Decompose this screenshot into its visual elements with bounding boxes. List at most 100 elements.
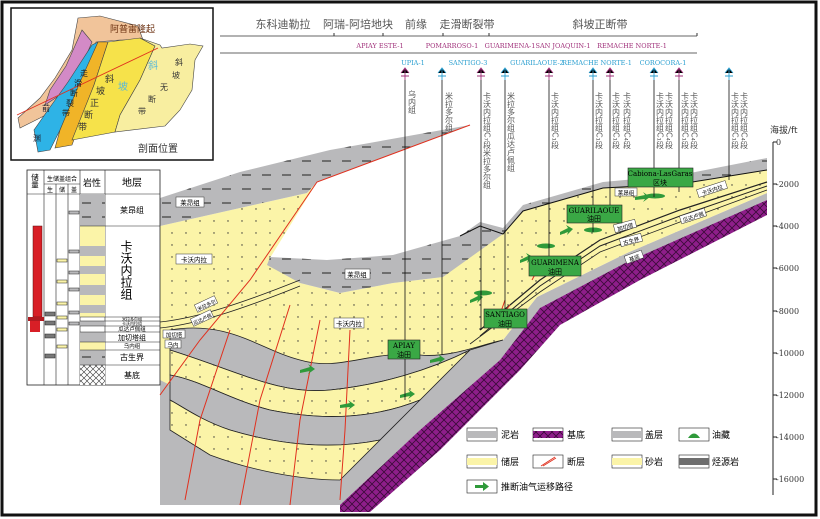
well-target: 卡沃内拉组C₁段 xyxy=(551,91,560,150)
oilfield-type: 油田 xyxy=(498,319,512,328)
formation-label: 加切塔 xyxy=(166,331,183,339)
inset-map-title: 剖面位置 xyxy=(138,142,178,155)
strata-label: 卡沃内拉组 xyxy=(119,240,133,300)
well-name: SAN JOAQUIN-1 xyxy=(536,42,591,50)
formation-label: 莱昂组 xyxy=(180,198,200,207)
legend-label: 盖层 xyxy=(645,429,663,441)
map-label: 带 xyxy=(138,107,146,116)
oilfield-guarilaoue: GUARILAOUE 油田 xyxy=(566,204,623,224)
map-label: 断 xyxy=(148,94,156,104)
map-label: 正 xyxy=(90,99,99,109)
well-target: 乌内组 xyxy=(408,89,417,114)
well-target: 米拉多尔组 xyxy=(445,91,454,132)
column-header: 生 xyxy=(47,186,53,194)
oilfield-boxes: APIAY 油田 SANTIAGO 油田 GUARIMENA 油田 GUARIL… xyxy=(387,167,694,360)
map-label: 坡 xyxy=(172,70,180,80)
oilfield-name: SANTIAGO xyxy=(485,311,525,319)
oilfield-name: GUARIMENA xyxy=(531,259,580,267)
legend-migration: 推断油气运移路径 xyxy=(466,479,573,494)
oilfield-guarimena: GUARIMENA 油田 xyxy=(528,255,582,277)
region-label: 斜坡正断带 xyxy=(573,17,628,31)
well-name: COROCORA-1 xyxy=(640,59,687,67)
map-label: 前 xyxy=(42,103,50,113)
oilfield-name: Cabiona-LasGaras xyxy=(628,170,693,178)
legend-label: 砂岩 xyxy=(645,456,663,468)
well-name: GUARIMENA-1 xyxy=(485,42,536,50)
map-label: 无 xyxy=(160,83,168,92)
well-target: 卡沃内拉组C₄段 xyxy=(740,91,749,150)
well-name: UPIA-1 xyxy=(401,59,424,67)
map-label: 带 xyxy=(78,122,87,133)
depth-tick: -14000 xyxy=(776,433,804,442)
legend-label: 基底 xyxy=(567,429,585,441)
well-name: REMACHE NORTE-1 xyxy=(597,42,667,50)
column-header: 生储盖组合 xyxy=(47,175,77,183)
oil-accumulation-icon xyxy=(688,433,700,438)
legend-label: 断层 xyxy=(567,456,585,468)
inset-location-map: 阿普雷隆起 前 渊 走 滑 断 裂 带 斜 坡 正 断 带 斜 坡 斜 坡 无 … xyxy=(10,7,214,161)
legend-label: 推断油气运移路径 xyxy=(501,481,573,493)
oilfield-name: APIAY xyxy=(392,342,415,350)
basement-layer xyxy=(340,200,767,512)
well-target: 卡沃内拉组C₁段 xyxy=(612,91,621,150)
map-label: 带 xyxy=(62,109,70,118)
fault xyxy=(289,319,321,506)
legend-fault: 断层 xyxy=(532,454,585,469)
oil-accumulations xyxy=(474,193,665,296)
legend: 泥岩 基底 盖层 油藏 储层 断层 砂岩 烃源岩 推断油气运移路径 xyxy=(466,427,739,494)
formation-label: 卡沃内拉 xyxy=(181,255,208,264)
column-header: 地层 xyxy=(122,176,142,189)
fault xyxy=(339,329,351,501)
migration-arrow xyxy=(430,354,445,364)
migration-arrow xyxy=(470,293,483,303)
oilfield-cabiona: Cabiona-LasGaras 区块 xyxy=(628,167,694,188)
strata-label: 莱昂组 xyxy=(120,205,144,215)
well-target: 米拉多尔组瓜达卢佩组 xyxy=(507,91,516,172)
strata-label: 瓜达卢佩组 xyxy=(118,325,146,333)
strata-label: 米拉多尔组 xyxy=(122,316,142,322)
legend-label: 油藏 xyxy=(712,429,730,441)
migration-arrow xyxy=(400,389,415,399)
depth-tick: -8000 xyxy=(776,307,799,316)
formation-label: 莱昂组 xyxy=(347,270,367,279)
migration-arrow-icon xyxy=(475,482,489,491)
stratigraphic-column: 储量 生储盖组合 生 储 盖 岩性 地层 莱昂组 卡沃内拉组 米拉多尔组 卡沃内… xyxy=(26,169,161,386)
thrust-fault xyxy=(159,124,471,396)
fault xyxy=(239,304,291,506)
well-target: 卡沃内拉组C₇段米拉多尔组 xyxy=(483,91,492,189)
well-target: 卡沃内拉组C₄段 xyxy=(623,91,632,150)
legend-label: 泥岩 xyxy=(501,429,519,441)
depth-axis: 海拔/ft 0 -2000 -4000 -6000 -8000 -10000 -… xyxy=(770,124,804,495)
map-label: 斜 xyxy=(105,73,114,85)
slope-no-fault-area xyxy=(114,37,204,133)
leon-mudstone-center xyxy=(267,226,503,293)
depth-tick: -2000 xyxy=(776,180,799,189)
well-names: APIAY ESTE-1 POMARROSO-1 GUARIMENA-1 SAN… xyxy=(355,42,686,67)
legend-seal: 盖层 xyxy=(611,427,663,442)
well-name: REMACHE NORTE-1 xyxy=(562,59,632,67)
migration-arrow xyxy=(560,225,573,235)
depth-axis-title: 海拔/ft xyxy=(770,124,798,136)
oilfield-santiago: SANTIAGO 油田 xyxy=(483,308,528,329)
oilfield-type: 区块 xyxy=(653,178,667,187)
well-target-labels: 乌内组 米拉多尔组 卡沃内拉组C₇段米拉多尔组 米拉多尔组瓜达卢佩组 卡沃内拉组… xyxy=(408,89,749,189)
legend-basement: 基底 xyxy=(532,427,585,442)
oilfield-apiay: APIAY 油田 xyxy=(387,339,421,360)
leon-mudstone-left xyxy=(160,125,470,226)
map-label: 斜 xyxy=(148,59,158,72)
region-label: 走滑断裂带 xyxy=(440,17,495,31)
well-target: 卡沃内拉组C₄段 xyxy=(690,91,699,150)
depth-tick: -10000 xyxy=(776,349,804,358)
map-label: 坡 xyxy=(96,85,105,97)
oilfield-name: GUARILAOUE xyxy=(569,207,620,215)
region-label: 前缘 xyxy=(405,17,427,31)
map-label: 渊 xyxy=(33,133,41,143)
migration-arrow xyxy=(635,192,650,202)
legend-label: 储层 xyxy=(501,456,519,468)
section-line xyxy=(16,47,159,116)
strata-label: 基底 xyxy=(124,370,140,380)
strata-label: 古生界 xyxy=(120,352,144,362)
